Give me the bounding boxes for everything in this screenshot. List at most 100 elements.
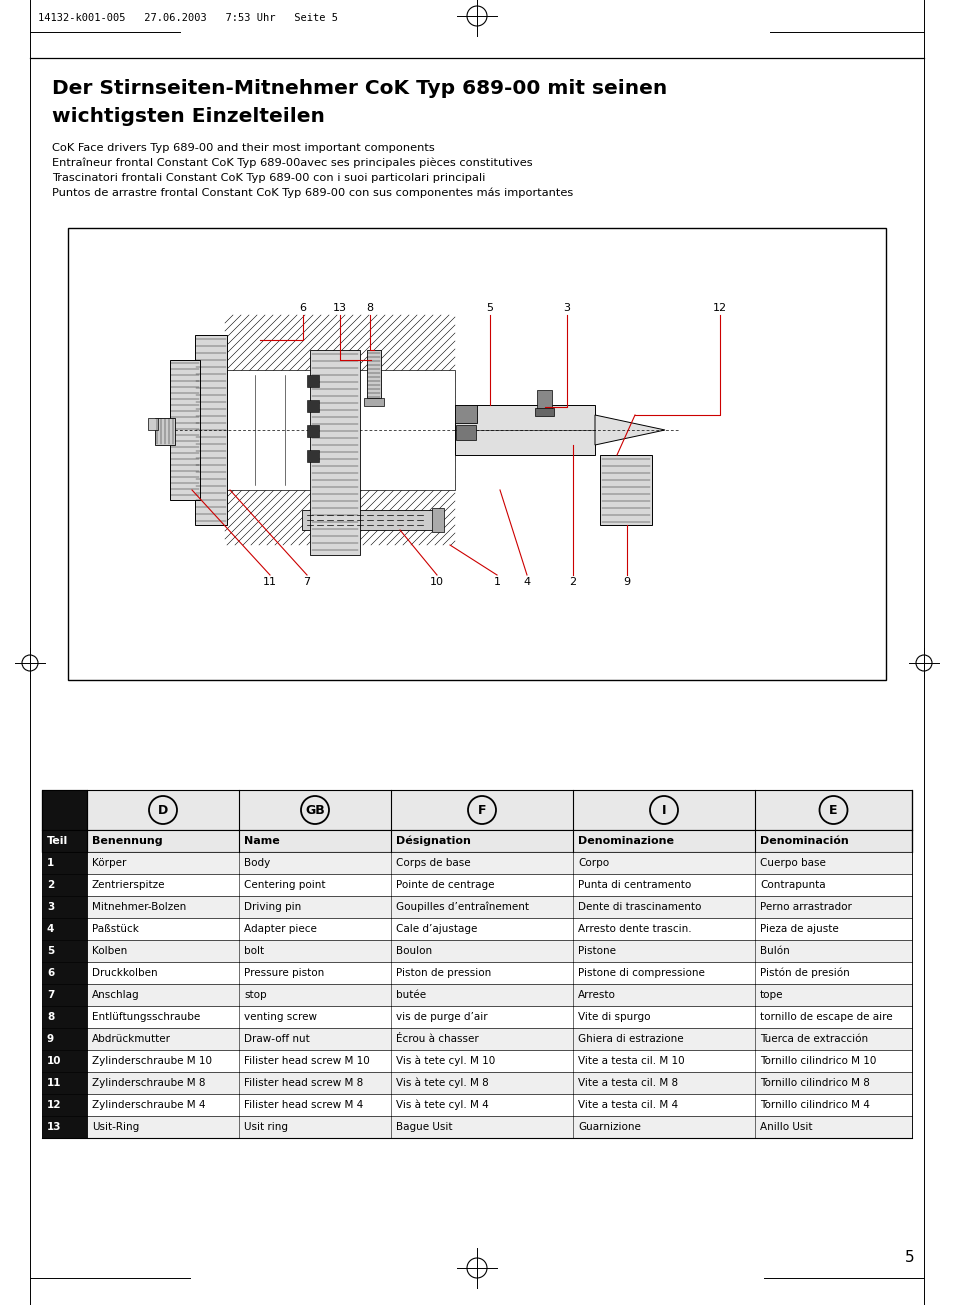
Text: D: D bbox=[157, 804, 168, 817]
Text: 5: 5 bbox=[47, 946, 54, 957]
Text: stop: stop bbox=[244, 990, 266, 1000]
Text: Cuerpo base: Cuerpo base bbox=[760, 857, 825, 868]
Text: tornillo de escape de aire: tornillo de escape de aire bbox=[760, 1011, 892, 1022]
Bar bbox=[42, 874, 87, 897]
Bar bbox=[307, 450, 318, 462]
Bar bbox=[42, 1071, 87, 1094]
Text: 6: 6 bbox=[47, 968, 54, 977]
Text: Punta di centramento: Punta di centramento bbox=[578, 880, 691, 890]
Bar bbox=[599, 455, 651, 525]
Text: 3: 3 bbox=[563, 303, 570, 313]
Text: Tornillo cilindrico M 4: Tornillo cilindrico M 4 bbox=[760, 1100, 869, 1111]
Bar bbox=[42, 962, 911, 984]
Text: Teil: Teil bbox=[47, 837, 69, 846]
Text: Anschlag: Anschlag bbox=[91, 990, 139, 1000]
Bar bbox=[42, 830, 911, 852]
Text: Pieza de ajuste: Pieza de ajuste bbox=[760, 924, 838, 934]
Text: 3: 3 bbox=[47, 902, 54, 912]
Text: Bague Usit: Bague Usit bbox=[395, 1122, 452, 1131]
Bar bbox=[225, 315, 455, 545]
Text: 12: 12 bbox=[47, 1100, 61, 1111]
Text: 5: 5 bbox=[904, 1250, 914, 1266]
Bar bbox=[535, 408, 554, 416]
Bar bbox=[42, 1006, 87, 1028]
Text: butée: butée bbox=[395, 990, 426, 1000]
Text: Anillo Usit: Anillo Usit bbox=[760, 1122, 812, 1131]
Text: vis de purge d’air: vis de purge d’air bbox=[395, 1011, 487, 1022]
Text: 4: 4 bbox=[47, 924, 54, 934]
Bar bbox=[302, 510, 436, 530]
Bar bbox=[307, 425, 318, 437]
Bar bbox=[42, 917, 87, 940]
Text: Arresto: Arresto bbox=[578, 990, 616, 1000]
Bar bbox=[42, 852, 911, 874]
Bar bbox=[42, 1028, 911, 1051]
Text: 4: 4 bbox=[523, 577, 530, 587]
Bar bbox=[42, 874, 911, 897]
Text: Vis à tete cyl. M 8: Vis à tete cyl. M 8 bbox=[395, 1078, 488, 1088]
Text: 12: 12 bbox=[712, 303, 726, 313]
Text: wichtigsten Einzelteilen: wichtigsten Einzelteilen bbox=[52, 107, 325, 125]
Text: Zylinderschraube M 10: Zylinderschraube M 10 bbox=[91, 1056, 212, 1066]
Text: Écrou à chasser: Écrou à chasser bbox=[395, 1034, 478, 1044]
Text: Dente di trascinamento: Dente di trascinamento bbox=[578, 902, 700, 912]
Text: Arresto dente trascin.: Arresto dente trascin. bbox=[578, 924, 691, 934]
Bar bbox=[456, 425, 476, 440]
Bar bbox=[455, 405, 595, 455]
Text: 13: 13 bbox=[333, 303, 347, 313]
Text: Filister head screw M 10: Filister head screw M 10 bbox=[244, 1056, 370, 1066]
Text: Körper: Körper bbox=[91, 857, 126, 868]
Text: Trascinatori frontali Constant CoK Typ 689-00 con i suoi particolari principali: Trascinatori frontali Constant CoK Typ 6… bbox=[52, 174, 485, 183]
Bar bbox=[42, 1116, 911, 1138]
Text: 11: 11 bbox=[263, 577, 276, 587]
Text: 2: 2 bbox=[47, 880, 54, 890]
Text: 10: 10 bbox=[47, 1056, 61, 1066]
Text: I: I bbox=[661, 804, 665, 817]
Bar bbox=[364, 398, 384, 406]
Text: 5: 5 bbox=[486, 303, 493, 313]
Text: Draw-off nut: Draw-off nut bbox=[244, 1034, 310, 1044]
Bar bbox=[42, 897, 911, 917]
Bar bbox=[310, 350, 359, 555]
Text: venting screw: venting screw bbox=[244, 1011, 316, 1022]
Text: 8: 8 bbox=[47, 1011, 54, 1022]
Text: Entlüftungsschraube: Entlüftungsschraube bbox=[91, 1011, 200, 1022]
Text: Pointe de centrage: Pointe de centrage bbox=[395, 880, 494, 890]
Text: Vite a testa cil. M 4: Vite a testa cil. M 4 bbox=[578, 1100, 678, 1111]
Text: Body: Body bbox=[244, 857, 270, 868]
Bar bbox=[42, 1051, 87, 1071]
Text: Boulon: Boulon bbox=[395, 946, 432, 957]
Text: 10: 10 bbox=[430, 577, 443, 587]
Text: Paßstück: Paßstück bbox=[91, 924, 139, 934]
Text: 14132-k001-005   27.06.2003   7:53 Uhr   Seite 5: 14132-k001-005 27.06.2003 7:53 Uhr Seite… bbox=[38, 13, 337, 23]
Text: Pistón de presión: Pistón de presión bbox=[760, 968, 849, 979]
Bar bbox=[148, 418, 158, 431]
Text: Piston de pression: Piston de pression bbox=[395, 968, 491, 977]
Text: Vite a testa cil. M 8: Vite a testa cil. M 8 bbox=[578, 1078, 678, 1088]
Text: 9: 9 bbox=[47, 1034, 54, 1044]
Text: Tuerca de extracción: Tuerca de extracción bbox=[760, 1034, 867, 1044]
Text: tope: tope bbox=[760, 990, 782, 1000]
Bar bbox=[225, 371, 455, 489]
Text: Contrapunta: Contrapunta bbox=[760, 880, 824, 890]
Text: Désignation: Désignation bbox=[395, 835, 471, 846]
Bar bbox=[537, 390, 552, 410]
Text: 7: 7 bbox=[47, 990, 54, 1000]
Text: 7: 7 bbox=[303, 577, 311, 587]
Text: Filister head screw M 4: Filister head screw M 4 bbox=[244, 1100, 363, 1111]
Text: Vis à tete cyl. M 10: Vis à tete cyl. M 10 bbox=[395, 1056, 495, 1066]
Text: Abdrückmutter: Abdrückmutter bbox=[91, 1034, 171, 1044]
Text: Pressure piston: Pressure piston bbox=[244, 968, 324, 977]
Text: Usit ring: Usit ring bbox=[244, 1122, 288, 1131]
Text: 11: 11 bbox=[47, 1078, 61, 1088]
Bar bbox=[367, 350, 380, 398]
Text: F: F bbox=[477, 804, 486, 817]
Text: Bulón: Bulón bbox=[760, 946, 789, 957]
Text: Filister head screw M 8: Filister head screw M 8 bbox=[244, 1078, 363, 1088]
Bar bbox=[42, 1094, 911, 1116]
Text: Druckkolben: Druckkolben bbox=[91, 968, 157, 977]
Text: 2: 2 bbox=[569, 577, 576, 587]
Bar bbox=[42, 984, 87, 1006]
Bar bbox=[42, 897, 87, 917]
Text: Corps de base: Corps de base bbox=[395, 857, 470, 868]
